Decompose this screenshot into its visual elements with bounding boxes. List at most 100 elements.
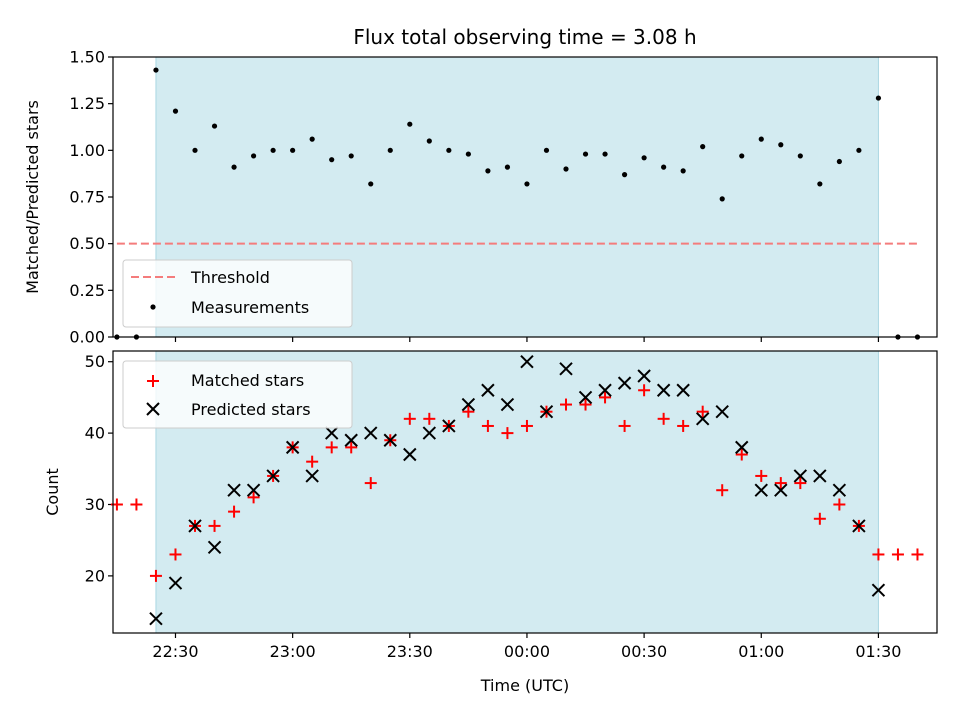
matched-stars-point	[911, 548, 924, 561]
predicted-stars-point	[695, 412, 710, 426]
measurements-point	[778, 142, 784, 148]
matched-stars-point	[833, 498, 846, 511]
predicted-stars-point	[852, 519, 866, 533]
matched-stars-point	[638, 384, 651, 397]
x-tick-label: 00:00	[504, 642, 550, 661]
predicted-stars-point	[598, 383, 612, 397]
measurements-point	[680, 168, 686, 174]
predicted-stars-point	[656, 383, 671, 397]
measurements-point	[504, 164, 511, 170]
matched-stars-point	[735, 448, 748, 461]
matched-stars-point	[149, 569, 162, 582]
predicted-stars-point	[676, 383, 690, 397]
measurements-point	[524, 181, 530, 187]
predicted-stars-point	[539, 404, 554, 419]
measurements-point	[719, 196, 725, 202]
measurements-point	[407, 121, 413, 127]
bottom-y-axis-label: Count	[43, 468, 62, 516]
measurements-point	[621, 172, 628, 178]
x-tick-label: 00:30	[621, 642, 667, 661]
bottom-y-tick-label: 20	[85, 566, 105, 585]
predicted-stars-point	[715, 404, 729, 419]
measurements-point	[582, 151, 589, 157]
predicted-stars-point	[344, 433, 358, 447]
measurements-point	[563, 166, 569, 172]
measurements-point	[836, 158, 842, 165]
predicted-stars-point	[461, 397, 476, 412]
matched-stars-point	[364, 477, 377, 490]
measurements-point	[856, 147, 862, 153]
bottom-legend: Matched stars Predicted stars	[122, 360, 353, 429]
matched-stars-point	[403, 412, 416, 425]
bottom-legend-box	[122, 360, 353, 429]
matched-stars-point	[247, 491, 260, 504]
matched-stars-point	[618, 419, 631, 432]
matched-stars-legend-label: Matched stars	[191, 371, 304, 390]
matched-stars-point	[872, 548, 885, 561]
top-panel: 0.00 0.25 0.50 0.75 1.00 1.25 1.50 Matched/Pre…	[23, 48, 938, 347]
predicted-stars-point	[637, 369, 651, 383]
predicted-stars-point	[832, 483, 847, 497]
x-tick-label: 23:30	[387, 642, 433, 661]
measurements-point	[426, 138, 432, 144]
matched-stars-point	[813, 512, 826, 525]
matched-stars-point	[520, 419, 533, 432]
predicted-stars-point	[422, 426, 437, 440]
measurements-point	[368, 181, 374, 187]
matched-stars-point	[130, 498, 143, 511]
matched-stars-point	[228, 505, 241, 518]
bottom-panel-frame	[112, 350, 938, 634]
top-y-tick-label: 0.50	[69, 234, 105, 253]
predicted-stars-point	[149, 612, 163, 626]
x-tick-label: 23:00	[270, 642, 316, 661]
measurements-point	[446, 147, 452, 153]
measurements-point	[329, 157, 335, 163]
predicted-stars-point	[383, 433, 397, 447]
measurements-point	[270, 147, 276, 153]
matched-stars-point	[345, 441, 358, 454]
top-legend-box	[122, 259, 353, 328]
top-panel-frame	[112, 56, 938, 338]
measurements-point	[172, 108, 179, 114]
measurements-point	[700, 144, 706, 150]
predicted-stars-legend-label: Predicted stars	[191, 400, 311, 419]
matched-stars-point	[657, 412, 670, 425]
predicted-stars-point	[305, 469, 319, 483]
measurements-point	[485, 168, 491, 174]
top-y-tick-label: 1.50	[69, 48, 105, 67]
top-y-axis-label: Matched/Predicted stars	[23, 100, 42, 294]
predicted-stars-point	[793, 469, 808, 483]
measurements-point	[192, 147, 198, 153]
chart-title: Flux total observing time = 3.08 h	[353, 25, 696, 49]
matched-stars-point	[325, 441, 338, 454]
predicted-stars-point	[578, 390, 593, 405]
matched-stars-point	[774, 477, 787, 490]
top-legend: Threshold Measurements	[122, 259, 353, 328]
measurements-point	[661, 164, 667, 170]
matched-stars-point	[755, 469, 768, 482]
matched-stars-point	[696, 405, 709, 418]
predicted-stars-point	[617, 376, 632, 390]
predicted-stars-point	[207, 540, 222, 555]
predicted-stars-point	[188, 519, 202, 533]
measurements-point	[797, 153, 803, 159]
matched-stars-point	[423, 412, 436, 425]
predicted-stars-point	[520, 355, 534, 369]
x-axis-label: Time (UTC)	[480, 676, 569, 695]
matched-stars-point	[462, 405, 475, 418]
measurements-point	[602, 151, 608, 157]
predicted-stars-point	[324, 426, 339, 440]
measurements-point	[875, 95, 882, 101]
measurements-point	[290, 147, 296, 153]
predicted-stars-point	[246, 483, 261, 497]
measurements-point	[758, 136, 764, 142]
measurements-point	[817, 181, 823, 187]
measurements-point	[231, 164, 237, 170]
measurements-legend-marker	[150, 304, 156, 310]
predicted-stars-point	[481, 383, 495, 397]
top-y-tick-label: 1.25	[69, 94, 105, 113]
matched-stars-point	[481, 419, 494, 432]
x-tick-label: 22:30	[152, 642, 198, 661]
predicted-stars-point	[774, 483, 788, 497]
